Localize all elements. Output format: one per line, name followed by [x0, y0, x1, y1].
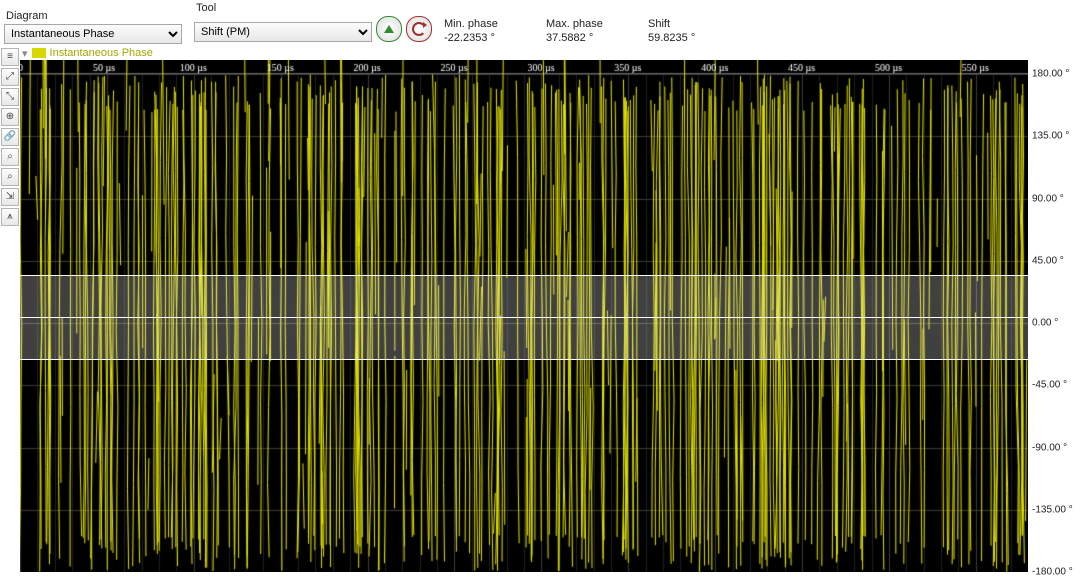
- trace-swatch: [32, 48, 46, 58]
- min-phase-label: Min. phase: [444, 18, 534, 30]
- trace-label: Instantaneous Phase: [50, 47, 153, 59]
- y-tick-label: 90.00 °: [1032, 193, 1064, 204]
- shift-label: Shift: [648, 18, 738, 30]
- y-tick-label: 180.00 °: [1032, 69, 1069, 80]
- y-tick-label: -90.00 °: [1032, 442, 1067, 453]
- y-tick-label: 45.00 °: [1032, 255, 1064, 266]
- tool-button-5[interactable]: ⌕: [1, 148, 19, 166]
- apply-button[interactable]: [376, 16, 402, 42]
- undo-icon: [412, 22, 426, 36]
- diagram-label: Diagram: [4, 10, 182, 22]
- y-axis: 180.00 ° 135.00 ° 90.00 ° 45.00 ° 0.00 ° -45.…: [1028, 60, 1076, 586]
- tool-button-6[interactable]: ⌕: [1, 168, 19, 186]
- min-phase-value: -22.2353 °: [444, 32, 534, 44]
- phase-plot[interactable]: [20, 60, 1028, 572]
- y-tick-label: -45.00 °: [1032, 380, 1067, 391]
- tool-label: Tool: [194, 2, 432, 14]
- tool-button-8[interactable]: ⩚: [1, 208, 19, 226]
- y-tick-label: -180.00 °: [1032, 567, 1073, 578]
- shift-value: 59.8235 °: [648, 32, 738, 44]
- max-phase-value: 37.5882 °: [546, 32, 636, 44]
- collapse-icon[interactable]: ▾: [22, 47, 28, 60]
- tool-select[interactable]: Shift (PM): [194, 22, 372, 42]
- undo-button[interactable]: [406, 16, 432, 42]
- tool-button-1[interactable]: ⤢: [1, 68, 19, 86]
- tool-button-2[interactable]: ⤡: [1, 88, 19, 106]
- y-tick-label: 135.00 °: [1032, 131, 1069, 142]
- diagram-select[interactable]: Instantaneous Phase: [4, 24, 182, 44]
- max-phase-label: Max. phase: [546, 18, 636, 30]
- tool-button-7[interactable]: ⇲: [1, 188, 19, 206]
- arrow-up-icon: [384, 25, 394, 33]
- tool-button-4[interactable]: 🔗: [1, 128, 19, 146]
- tool-button-0[interactable]: ≡: [1, 48, 19, 66]
- y-tick-label: 0.00 °: [1032, 318, 1058, 329]
- tool-button-3[interactable]: ⊕: [1, 108, 19, 126]
- y-tick-label: -135.00 °: [1032, 504, 1073, 515]
